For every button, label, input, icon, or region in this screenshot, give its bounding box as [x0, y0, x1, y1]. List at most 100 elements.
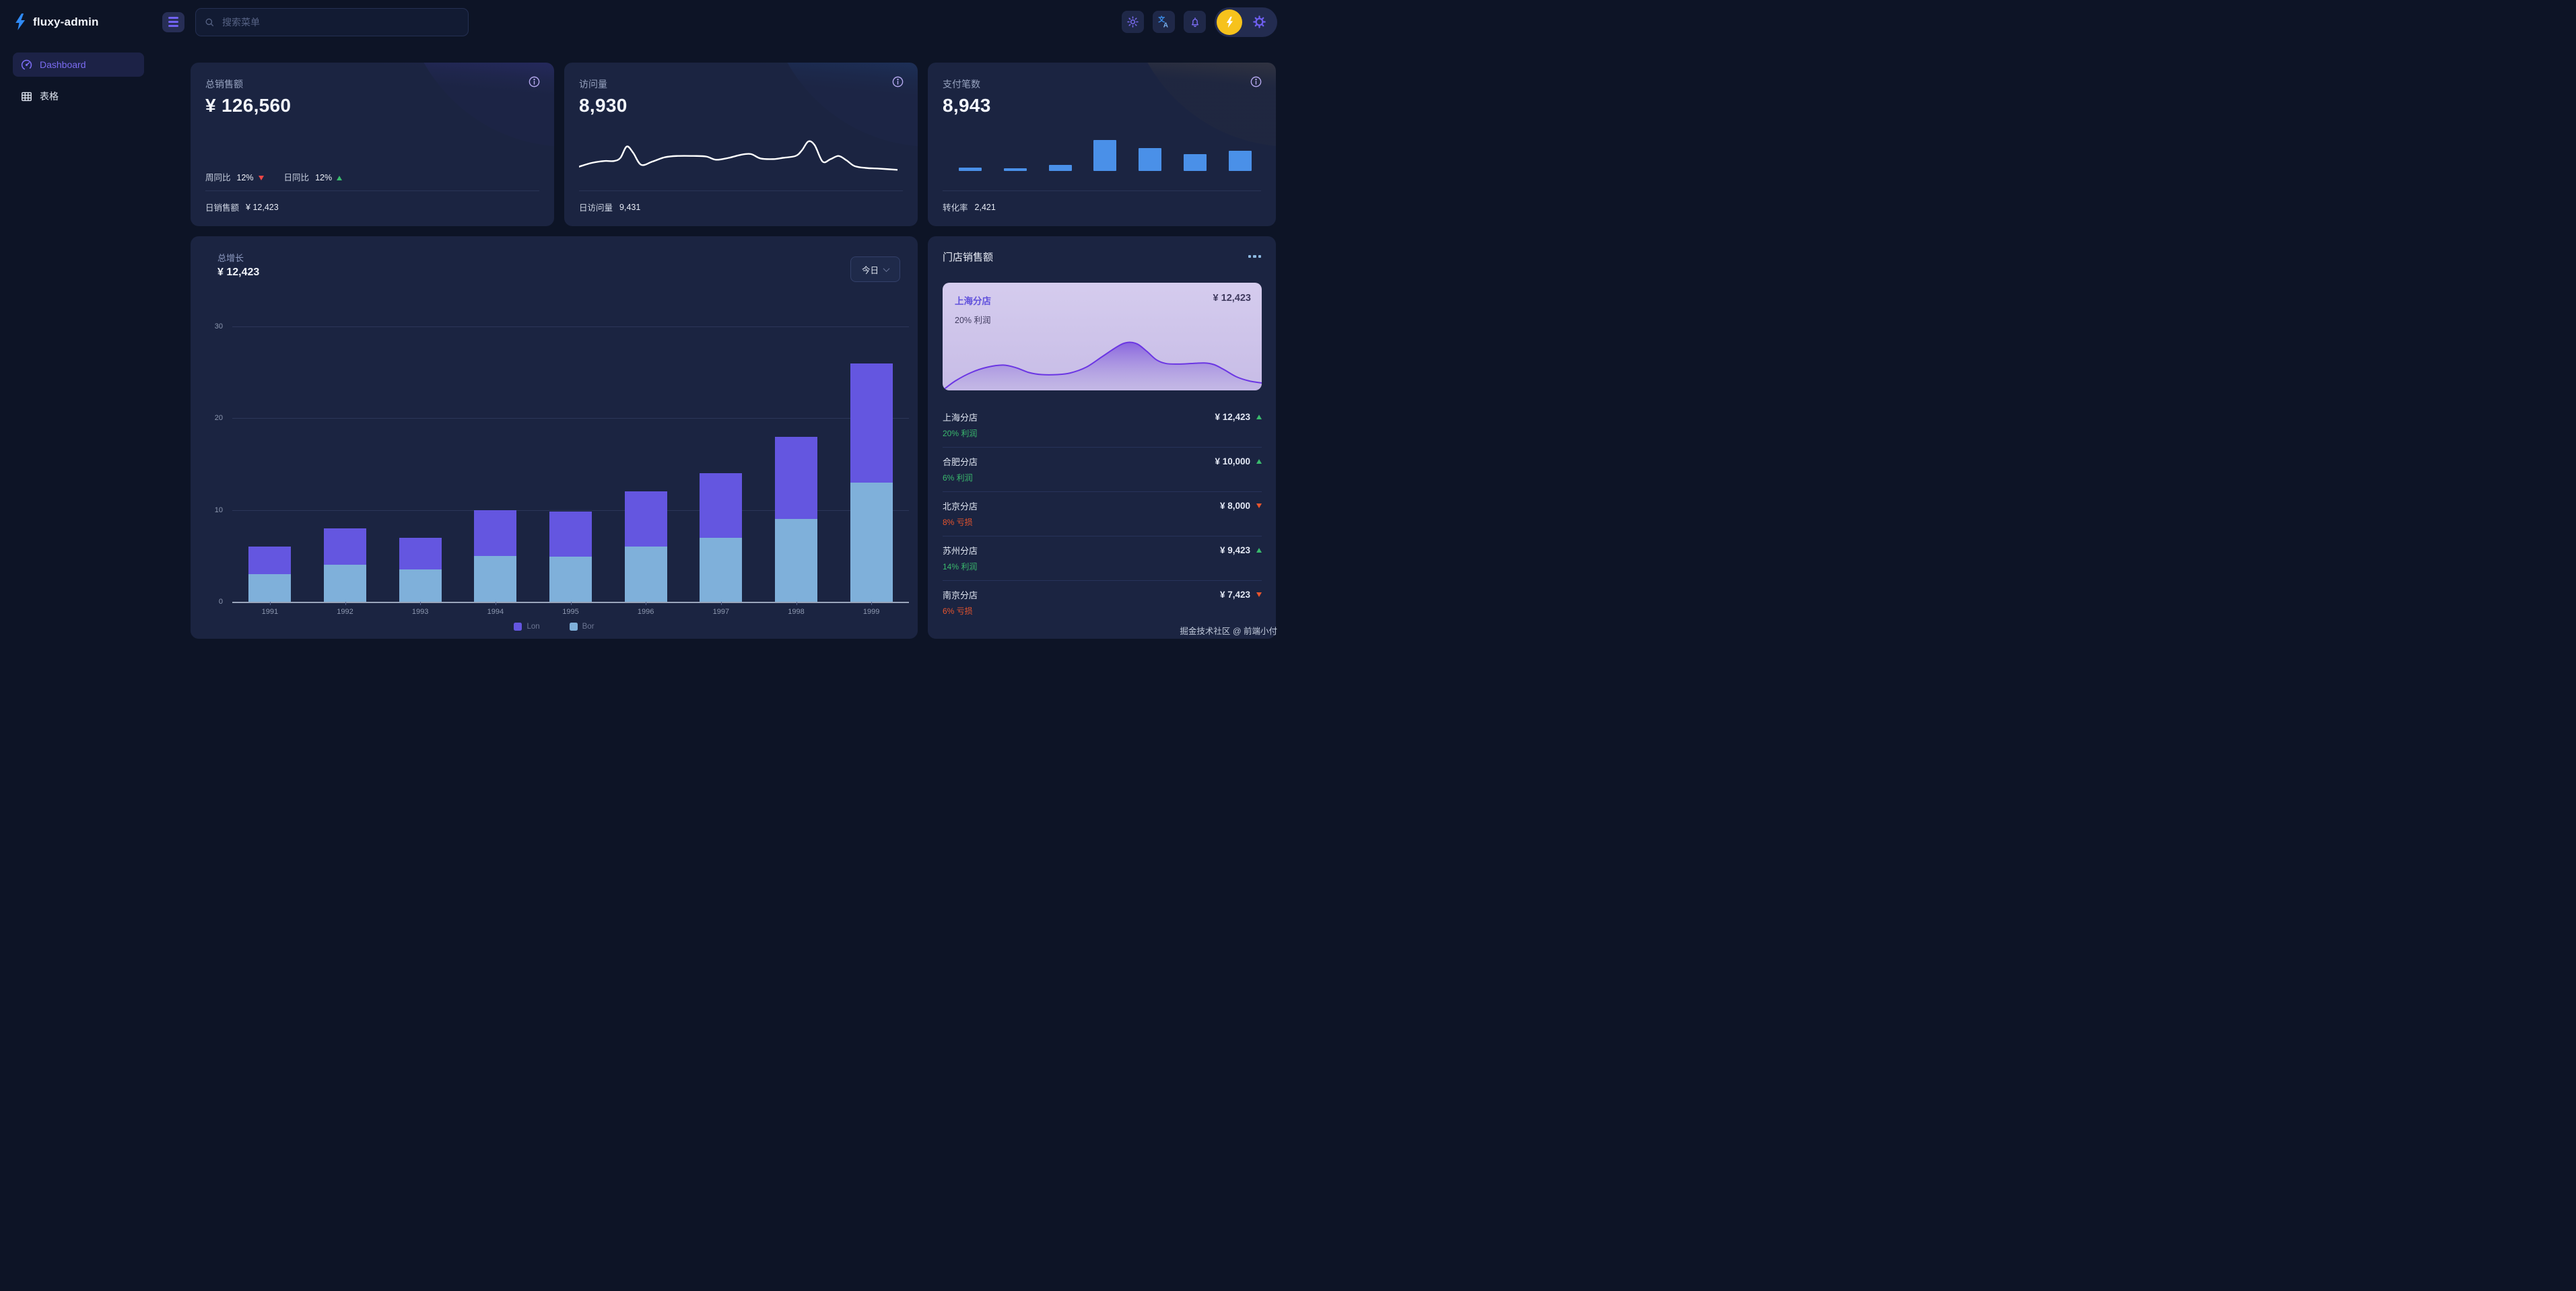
card-footer: 转化率 2,421 [943, 202, 996, 213]
date-range-select[interactable]: 今日 [850, 256, 900, 282]
store-value: ¥ 10,000 [1215, 456, 1250, 466]
card-metrics: 周同比 12% 日同比 12% [205, 170, 343, 183]
store-profit-label: 14% 利润 [943, 562, 978, 571]
total-growth-card: 总增长 ¥ 12,423 今日 0 10 20 30 1991 1992 1993 1994 1… [191, 236, 918, 639]
gear-icon[interactable] [1252, 15, 1266, 29]
x-axis-label: 1994 [487, 608, 504, 616]
growth-stacked-bar-chart: 0 10 20 30 1991 1992 1993 1994 1995 1996 1997 1998 1… [215, 322, 909, 616]
store-row[interactable]: 北京分店 ¥ 8,000 8% 亏损 [943, 492, 1262, 536]
sidebar-toggle-button[interactable] [162, 11, 184, 32]
gauge-icon [20, 59, 33, 71]
more-menu-icon[interactable] [1248, 255, 1261, 258]
gridline [232, 418, 909, 419]
growth-title: 总增长 [217, 253, 244, 263]
legend-item-bor[interactable]: Bor [569, 623, 595, 631]
bar-1996-Lon [624, 491, 667, 547]
x-axis-label: 1991 [261, 608, 279, 616]
x-axis-label: 1998 [788, 608, 805, 616]
mini-bar [1003, 168, 1027, 171]
bar-1994-Bor [474, 555, 517, 602]
store-name: 上海分店 [943, 413, 978, 423]
sidebar: Dashboard 表格 [0, 44, 158, 646]
sidebar-item-label: Dashboard [40, 59, 86, 70]
visits-card: 访问量 8,930 日访问量 9,431 [564, 63, 918, 226]
card-value: 8,943 [943, 95, 991, 116]
trend-down-icon [258, 176, 264, 180]
menu-search [195, 7, 469, 36]
bar-1991-Lon [248, 547, 292, 575]
svg-text:A: A [1163, 22, 1167, 29]
mini-bar [1093, 140, 1117, 171]
info-icon[interactable] [528, 75, 541, 92]
y-axis-tick-label: 0 [218, 598, 223, 606]
mini-bar [1139, 147, 1162, 171]
chevron-down-icon [883, 265, 890, 272]
sidebar-item-dashboard[interactable]: Dashboard [13, 53, 144, 77]
theme-toggle-button[interactable] [1122, 11, 1144, 33]
store-row[interactable]: 上海分店 ¥ 12,423 20% 利润 [943, 403, 1262, 448]
metric-week: 周同比 12% [205, 170, 264, 183]
bar-1999-Bor [850, 482, 893, 602]
x-axis-label: 1996 [637, 608, 654, 616]
translate-icon: 文A [1158, 15, 1168, 29]
store-name: 苏州分店 [943, 546, 978, 556]
lightning-avatar-icon [1226, 16, 1233, 28]
store-value: ¥ 8,000 [1219, 501, 1250, 511]
card-value: ¥ 126,560 [205, 95, 292, 116]
gridline [232, 326, 909, 327]
notifications-button[interactable] [1184, 11, 1206, 33]
trend-down-icon [1256, 592, 1262, 597]
bell-icon [1191, 17, 1198, 27]
bar-1994-Lon [474, 510, 517, 556]
sidebar-item-table[interactable]: 表格 [13, 84, 144, 108]
store-area-chart [943, 327, 1262, 390]
info-icon[interactable] [1250, 75, 1262, 92]
store-row[interactable]: 合肥分店 ¥ 10,000 6% 利润 [943, 448, 1262, 492]
user-menu[interactable] [1215, 7, 1277, 37]
avatar[interactable] [1217, 9, 1242, 35]
search-icon [205, 18, 213, 26]
store-profit-label: 6% 利润 [943, 473, 973, 483]
total-sales-card: 总销售额 ¥ 126,560 周同比 12% 日同比 12% 日销售额 ¥ 12,42… [191, 63, 554, 226]
legend-item-lon[interactable]: Lon [514, 623, 540, 631]
highlight-store-profit: 20% 利润 [955, 316, 991, 325]
sidebar-item-label: 表格 [40, 91, 59, 102]
topbar: fluxy-admin 文A [0, 0, 1288, 44]
x-axis-tick [871, 602, 873, 605]
x-axis-label: 1995 [562, 608, 579, 616]
store-row[interactable]: 南京分店 ¥ 7,423 6% 亏损 [943, 581, 1262, 625]
store-name: 南京分店 [943, 590, 978, 600]
x-axis-tick [269, 602, 271, 605]
dashboard-page: fluxy-admin 文A [0, 0, 1288, 646]
bar-1993-Bor [399, 569, 442, 602]
trend-up-icon [1256, 548, 1262, 553]
bar-1992-Bor [324, 565, 366, 602]
card-title: 总销售额 [205, 79, 243, 90]
card-footer: 日销售额 ¥ 12,423 [205, 202, 279, 213]
y-axis-tick-label: 20 [214, 414, 223, 423]
card-title: 支付笔数 [943, 79, 980, 90]
x-axis-label: 1993 [411, 608, 429, 616]
payments-card: 支付笔数 8,943 转化率 2,421 [928, 63, 1276, 226]
growth-value: ¥ 12,423 [217, 267, 260, 278]
card-footer: 日访问量 9,431 [579, 202, 641, 213]
bar-1996-Bor [624, 547, 667, 602]
payments-mini-bar-chart [959, 140, 1252, 171]
store-value: ¥ 7,423 [1219, 590, 1250, 600]
store-highlight-card[interactable]: 上海分店 ¥ 12,423 20% 利润 [943, 283, 1262, 390]
x-axis-tick [420, 602, 421, 605]
mini-bar [959, 167, 982, 171]
bar-1995-Bor [549, 557, 592, 602]
card-value: 8,930 [579, 95, 628, 116]
info-icon[interactable] [891, 75, 904, 92]
search-input[interactable] [221, 15, 460, 28]
store-sales-card: 门店销售额 上海分店 ¥ 1 [928, 236, 1276, 639]
mini-bar [1048, 164, 1072, 171]
trend-up-icon [1256, 459, 1262, 464]
bar-1997-Bor [700, 537, 743, 602]
x-axis-tick [796, 602, 797, 605]
store-row[interactable]: 苏州分店 ¥ 9,423 14% 利润 [943, 536, 1262, 581]
trend-up-icon [337, 176, 343, 180]
